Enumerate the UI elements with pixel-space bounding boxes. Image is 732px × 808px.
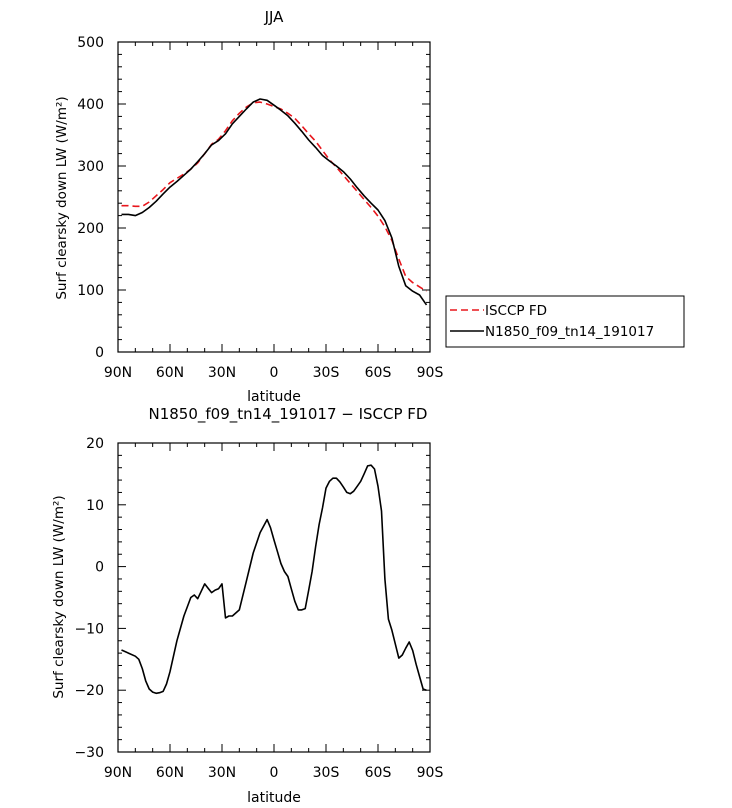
top-xtick-label: 90N: [104, 365, 132, 381]
bottom-panel: N1850_f09_tn14_191017 − ISCCP FD −30−20−…: [51, 405, 443, 806]
top-xtick-label: 0: [270, 365, 279, 381]
bottom-xtick-label: 0: [270, 765, 279, 781]
bottom-xtick-label: 90N: [104, 765, 132, 781]
bottom-ytick-label: 0: [95, 560, 104, 576]
bottom-xtick-label: 90S: [417, 765, 444, 781]
top-series-line-0: [121, 101, 427, 292]
legend-label-model: N1850_f09_tn14_191017: [485, 324, 654, 340]
bottom-ytick-label: 10: [86, 498, 104, 514]
bottom-ytick-label: −10: [74, 621, 104, 637]
top-ytick-label: 200: [77, 221, 104, 237]
bottom-ytick-label: −20: [74, 683, 104, 699]
top-xtick-label: 30N: [208, 365, 236, 381]
bottom-ytick-label: −30: [74, 745, 104, 761]
top-ytick-label: 0: [95, 345, 104, 361]
top-plot-area: 0 100 200 300 400 500 90N 60N 30N 0 30S 60S 90S: [77, 35, 443, 381]
top-xtick-label: 90S: [417, 365, 444, 381]
bottom-xlabel: latitude: [247, 790, 301, 806]
top-series-line-1: [121, 98, 428, 306]
bottom-plot-area: −30 −20 −10 0 10 20 90N 60N 30N 0 30S 60S 90S: [74, 436, 443, 781]
legend-box: [445, 295, 685, 348]
top-ytick-label: 100: [77, 283, 104, 299]
top-xtick-label: 30S: [313, 365, 340, 381]
bottom-series-line-0: [121, 464, 427, 695]
top-xlabel: latitude: [247, 389, 301, 405]
bottom-xtick-label: 30N: [208, 765, 236, 781]
top-ytick-label: 300: [77, 159, 104, 175]
top-plot-frame: [117, 41, 431, 353]
bottom-plot-frame: [117, 442, 431, 753]
legend-label-isccp: ISCCP FD: [485, 303, 547, 319]
top-xtick-label: 60S: [365, 365, 392, 381]
top-ytick-label: 500: [77, 35, 104, 51]
bottom-title: N1850_f09_tn14_191017 − ISCCP FD: [149, 405, 428, 424]
bottom-xtick-label: 60N: [156, 765, 184, 781]
legend: ISCCP FD N1850_f09_tn14_191017: [445, 295, 685, 348]
bottom-xtick-label: 60S: [365, 765, 392, 781]
top-xtick-label: 60N: [156, 365, 184, 381]
top-ylabel: Surf clearsky down LW (W/m²): [54, 96, 70, 299]
top-ytick-label: 400: [77, 97, 104, 113]
bottom-ytick-label: 20: [86, 436, 104, 452]
bottom-ylabel: Surf clearsky down LW (W/m²): [51, 495, 67, 698]
bottom-xtick-label: 30S: [313, 765, 340, 781]
top-title: JJA: [264, 8, 285, 26]
